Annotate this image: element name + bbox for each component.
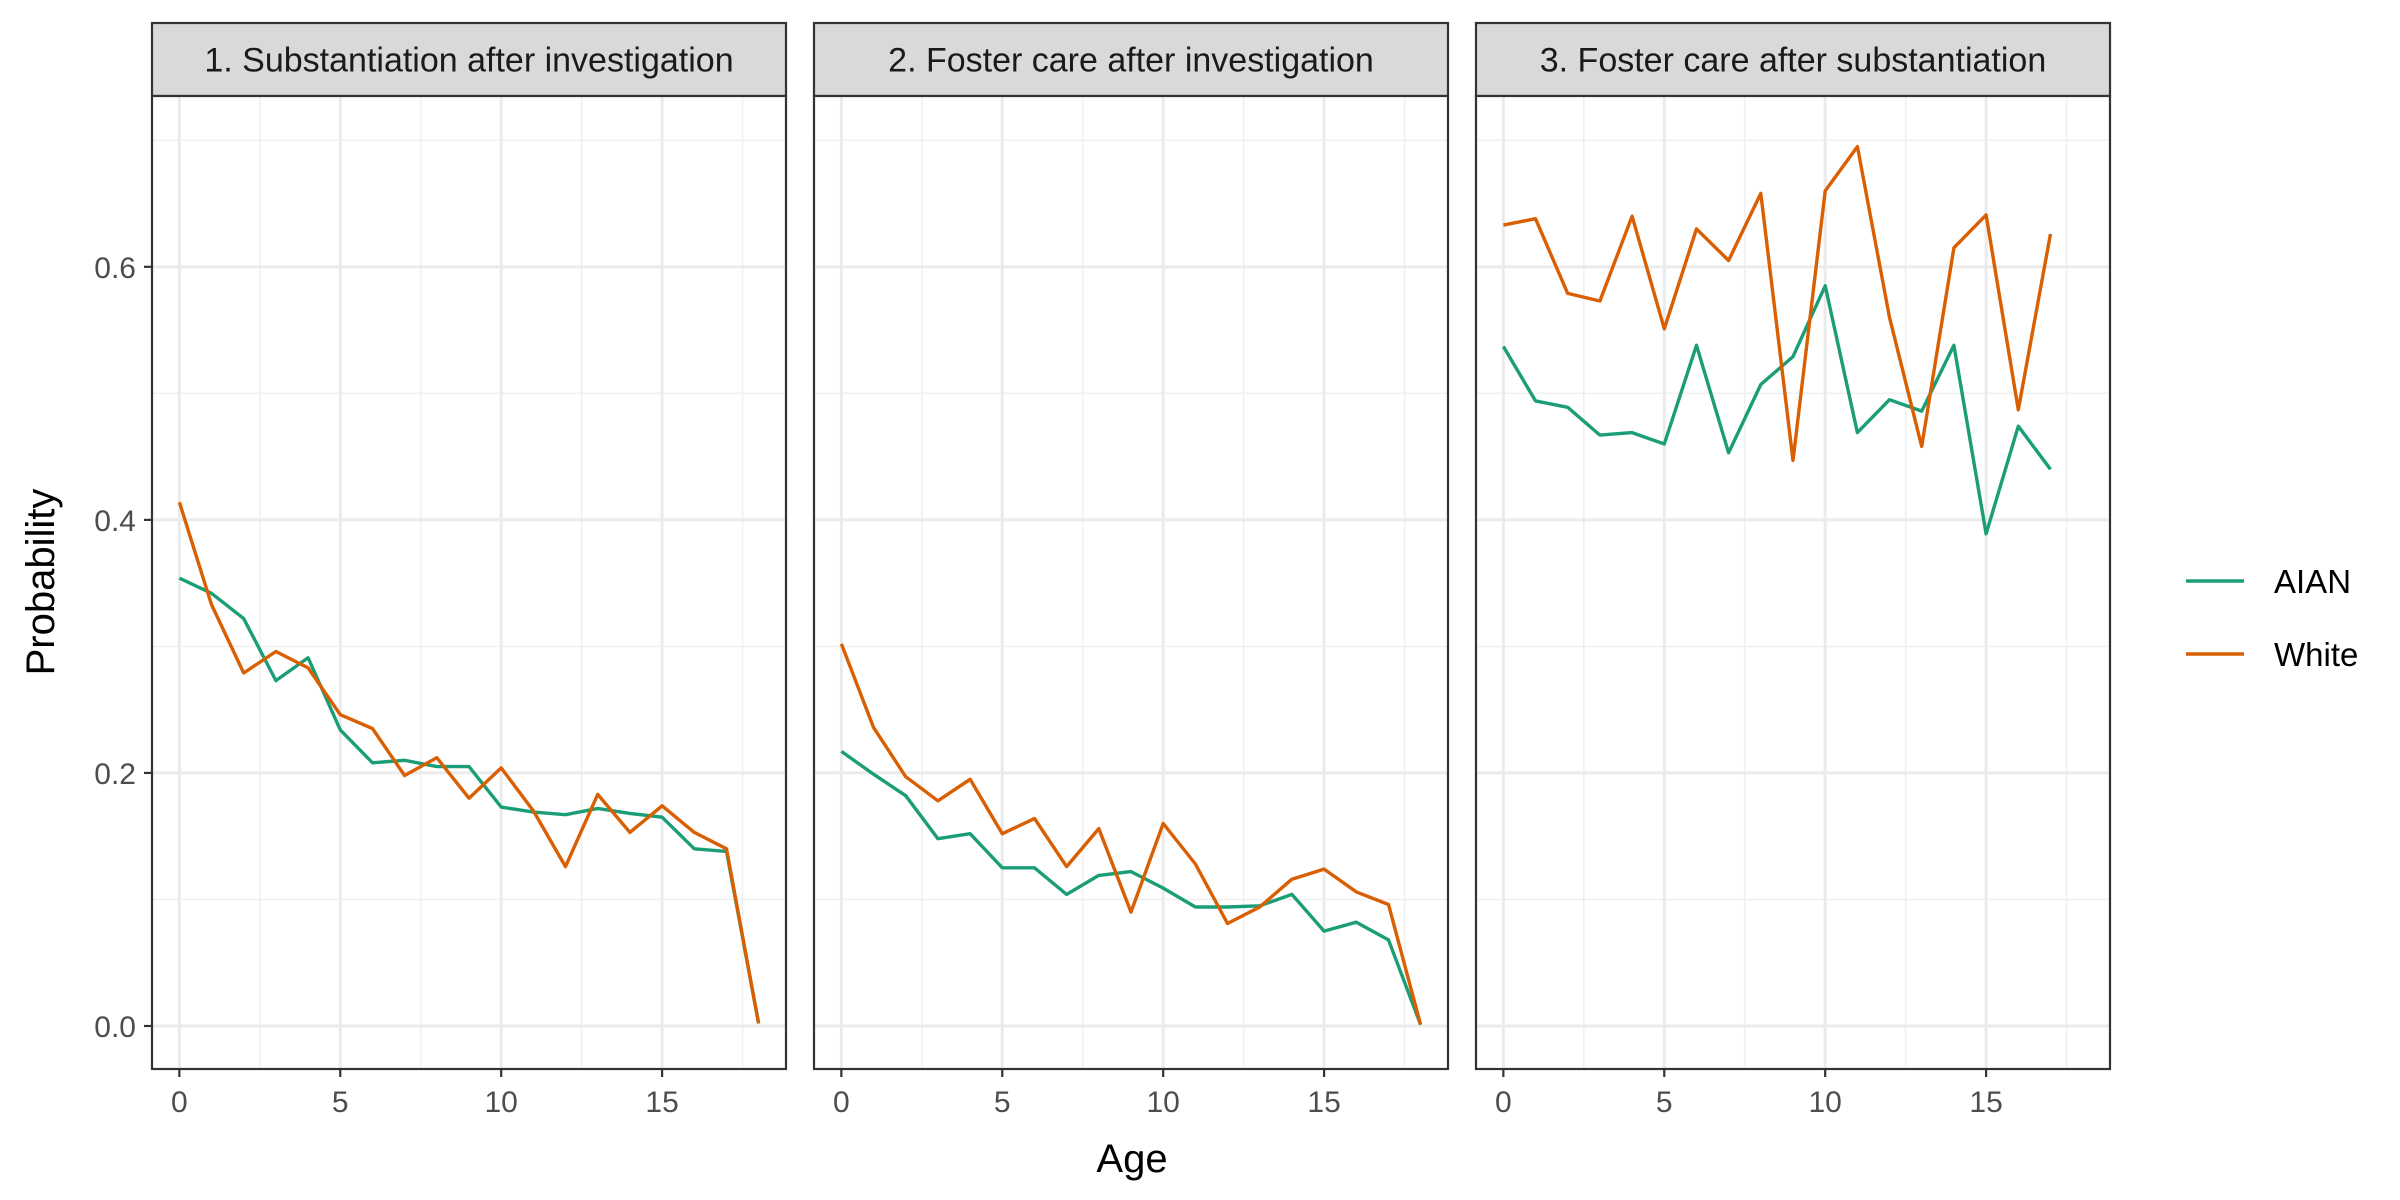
x-tick-label: 10 [1146, 1086, 1179, 1119]
legend-item-aian: AIAN [2186, 563, 2351, 600]
panel-border [1474, 94, 2112, 1071]
x-tick-label: 5 [332, 1086, 349, 1119]
y-axis: 0.0 0.2 0.4 0.6 [94, 252, 152, 1044]
legend-item-white: White [2186, 636, 2358, 673]
x-tick-label: 0 [833, 1086, 850, 1119]
x-tick-label: 10 [1808, 1086, 1841, 1119]
panel-3: 3. Foster care after substantiation 0 5 10 1… [1474, 21, 2112, 1119]
facet-strip-title: 1. Substantiation after investigation [204, 42, 733, 80]
y-axis-title: Probability [19, 489, 63, 676]
y-tick-label: 0.2 [94, 758, 136, 791]
facet-strip [812, 21, 1450, 98]
series-line-aian [178, 576, 761, 1024]
x-tick-label: 15 [1307, 1086, 1340, 1119]
series-line-white [839, 643, 1423, 1026]
series-line-white [1503, 144, 2053, 463]
x-tick-label: 0 [171, 1086, 188, 1119]
series-line-aian [1501, 284, 2052, 536]
y-tick-label: 0.0 [94, 1011, 136, 1044]
panel-1: 1. Substantiation after investigation 0 5 1… [150, 21, 788, 1119]
legend-label: White [2274, 636, 2358, 673]
x-tick-label: 0 [1495, 1086, 1512, 1119]
panel-border [812, 94, 1450, 1071]
legend: AIAN White [2186, 563, 2358, 673]
facet-strip-title: 2. Foster care after investigation [888, 42, 1374, 80]
plot-area [1476, 96, 2110, 1069]
y-tick-label: 0.4 [94, 505, 136, 538]
y-tick-label: 0.6 [94, 252, 136, 285]
facet-strip [1474, 21, 2112, 98]
x-tick-label: 5 [1656, 1086, 1673, 1119]
panel-2: 2. Foster care after investigation 0 5 10 15 [812, 21, 1450, 1119]
plot-area [152, 96, 786, 1069]
facet-strip [150, 21, 788, 98]
series-line-aian [840, 750, 1423, 1026]
legend-label: AIAN [2274, 563, 2351, 600]
facet-strip-title: 3. Foster care after substantiation [1540, 42, 2046, 80]
panel-border [150, 94, 788, 1071]
x-tick-label: 15 [645, 1086, 678, 1119]
series-line-white [177, 501, 761, 1024]
plot-area [814, 96, 1448, 1069]
x-tick-label: 5 [994, 1086, 1011, 1119]
x-tick-label: 15 [1969, 1086, 2002, 1119]
x-axis-title: Age [1096, 1137, 1167, 1181]
x-tick-label: 10 [484, 1086, 517, 1119]
panels-layer: 1. Substantiation after investigation 0 5 1… [150, 21, 2112, 1119]
